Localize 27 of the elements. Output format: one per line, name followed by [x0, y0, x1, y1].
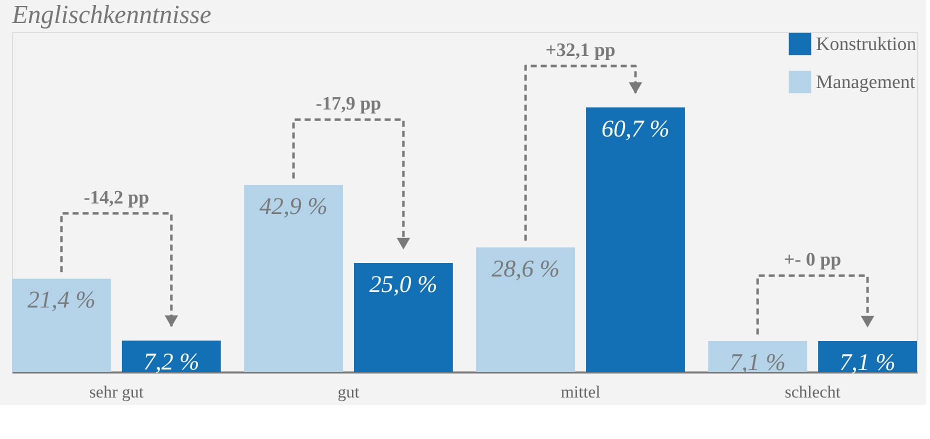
x-tick-label: gut: [338, 382, 360, 402]
legend-label: Konstruktion: [816, 34, 917, 55]
data-label: 28,6 %: [492, 256, 560, 282]
chart-title: Englischkenntnisse: [11, 0, 212, 29]
data-label: 7,1 %: [840, 350, 896, 376]
data-label: 21,4 %: [27, 288, 96, 314]
data-label: 7,2 %: [143, 350, 200, 376]
bar: [354, 263, 453, 372]
data-label: 7,1 %: [730, 350, 786, 376]
bar: [122, 340, 221, 372]
x-tick-label: mittel: [560, 382, 601, 402]
bar: [818, 341, 917, 372]
bar: [244, 185, 343, 372]
annotation: +- 0 pp: [784, 250, 842, 271]
bar: [12, 278, 111, 372]
bar: [586, 107, 685, 372]
annotation: -14,2 pp: [84, 187, 150, 208]
legend-label: Management: [816, 72, 916, 93]
data-label: 25,0 %: [369, 272, 438, 298]
data-label: 42,9 %: [260, 194, 328, 220]
data-label: 60,7 %: [601, 116, 670, 142]
annotation: -17,9 pp: [316, 94, 382, 115]
annotation: +32,1 pp: [546, 40, 616, 61]
bar: [476, 247, 576, 372]
bar: [708, 341, 808, 372]
x-tick-label: sehr gut: [89, 382, 144, 402]
x-tick-label: schlecht: [784, 382, 841, 402]
